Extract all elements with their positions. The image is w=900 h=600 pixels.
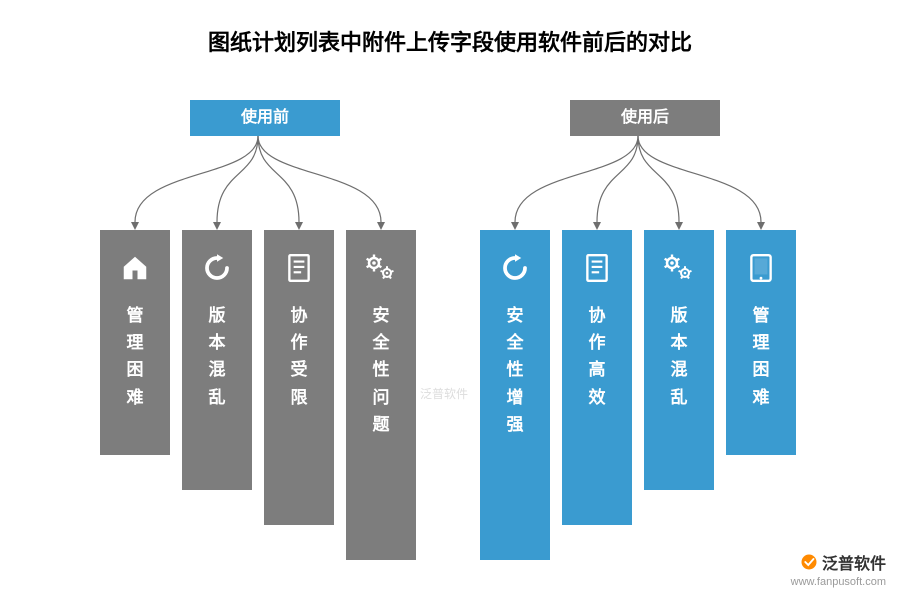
after-header: 使用后: [570, 100, 720, 136]
before-column: 管理困难: [100, 230, 170, 455]
footer-url: www.fanpusoft.com: [791, 576, 886, 588]
footer-brand: 泛普软件 www.fanpusoft.com: [791, 550, 886, 588]
gears-icon: [644, 248, 714, 288]
before-column-label: 管理困难: [100, 302, 170, 411]
title-text: 图纸计划列表中附件上传字段使用软件前后的对比: [208, 30, 692, 55]
after-column-label: 版本混乱: [644, 302, 714, 411]
tablet-icon: [726, 248, 796, 288]
brand-text: 泛普软件: [822, 550, 886, 574]
brand-icon: [800, 553, 818, 571]
after-column-label: 管理困难: [726, 302, 796, 411]
before-column: 版本混乱: [182, 230, 252, 490]
before-column-label: 安全性问题: [346, 302, 416, 438]
after-connector: [480, 136, 796, 230]
after-header-label: 使用后: [621, 109, 669, 126]
before-column: 协作受限: [264, 230, 334, 525]
before-columns: 管理困难版本混乱协作受限 安全性问题: [100, 230, 416, 560]
home-icon: [100, 248, 170, 288]
after-columns: 安全性增强协作高效 版本混乱管理困难: [480, 230, 796, 560]
before-connector: [100, 136, 416, 230]
after-column-label: 安全性增强: [480, 302, 550, 438]
after-column: 安全性增强: [480, 230, 550, 560]
refresh-icon: [182, 248, 252, 288]
after-column: 管理困难: [726, 230, 796, 455]
before-column-label: 版本混乱: [182, 302, 252, 411]
before-header-label: 使用前: [241, 109, 289, 126]
page-title: 图纸计划列表中附件上传字段使用软件前后的对比: [0, 25, 900, 57]
doc-icon: [264, 248, 334, 288]
before-header: 使用前: [190, 100, 340, 136]
doc-icon: [562, 248, 632, 288]
footer-logo: 泛普软件: [791, 550, 886, 574]
watermark: 泛普软件: [420, 385, 468, 402]
before-column: 安全性问题: [346, 230, 416, 560]
after-column: 版本混乱: [644, 230, 714, 490]
refresh-icon: [480, 248, 550, 288]
after-column: 协作高效: [562, 230, 632, 525]
after-column-label: 协作高效: [562, 302, 632, 411]
gears-icon: [346, 248, 416, 288]
before-column-label: 协作受限: [264, 302, 334, 411]
